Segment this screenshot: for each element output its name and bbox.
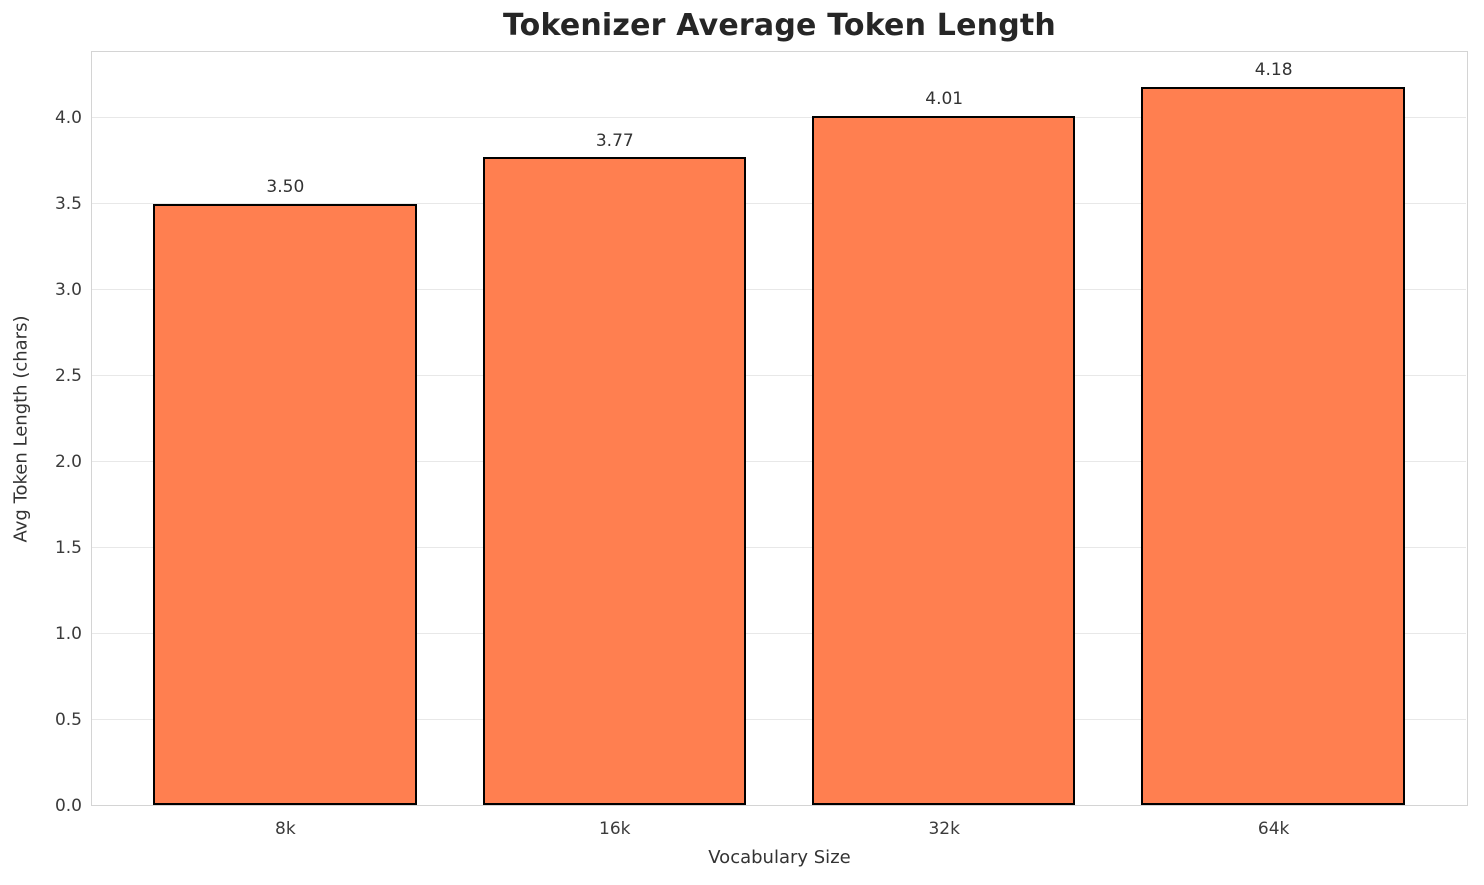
gridline-y-2.5 — [92, 374, 1466, 377]
gridline-y-1.5 — [92, 546, 1466, 549]
bar-value-label-32k: 4.01 — [925, 89, 964, 110]
y-tick-label-0.5: 0.5 — [54, 710, 82, 730]
gridline-y-0.5 — [92, 718, 1466, 721]
gridline-y-4 — [92, 116, 1466, 119]
chart-title: Tokenizer Average Token Length — [502, 8, 1056, 43]
y-tick-label-1.5: 1.5 — [54, 538, 82, 559]
bar-16k — [482, 157, 747, 806]
bar-value-label-64k: 4.18 — [1254, 60, 1293, 81]
x-tick-label-16k: 16k — [599, 819, 631, 839]
gridline-y-1 — [92, 632, 1466, 635]
y-tick-label-1.0: 1.0 — [54, 624, 82, 645]
gridline-y-2 — [92, 460, 1466, 463]
x-axis-label: Vocabulary Size — [708, 847, 851, 868]
x-tick-label-32k: 32k — [928, 819, 960, 839]
gridline-y-3.5 — [92, 202, 1466, 205]
bar-value-label-8k: 3.50 — [266, 177, 305, 198]
y-tick-label-2.0: 2.0 — [54, 452, 82, 473]
y-tick-label-3.0: 3.0 — [54, 280, 82, 301]
gridline-y-3 — [92, 288, 1466, 291]
bar-value-label-16k: 3.77 — [595, 130, 634, 151]
y-tick-label-4.0: 4.0 — [54, 108, 82, 129]
bar-8k — [153, 203, 417, 806]
y-tick-label-2.5: 2.5 — [54, 366, 82, 387]
y-axis-label: Avg Token Length (chars) — [10, 315, 32, 543]
plot-area — [91, 51, 1468, 806]
y-tick-label-3.5: 3.5 — [54, 194, 82, 215]
x-tick-label-64k: 64k — [1257, 819, 1290, 839]
y-tick-label-0.0: 0.0 — [54, 796, 82, 816]
x-tick-label-8k: 8k — [275, 819, 296, 839]
bar-32k — [811, 115, 1076, 806]
bar-64k — [1141, 86, 1405, 806]
